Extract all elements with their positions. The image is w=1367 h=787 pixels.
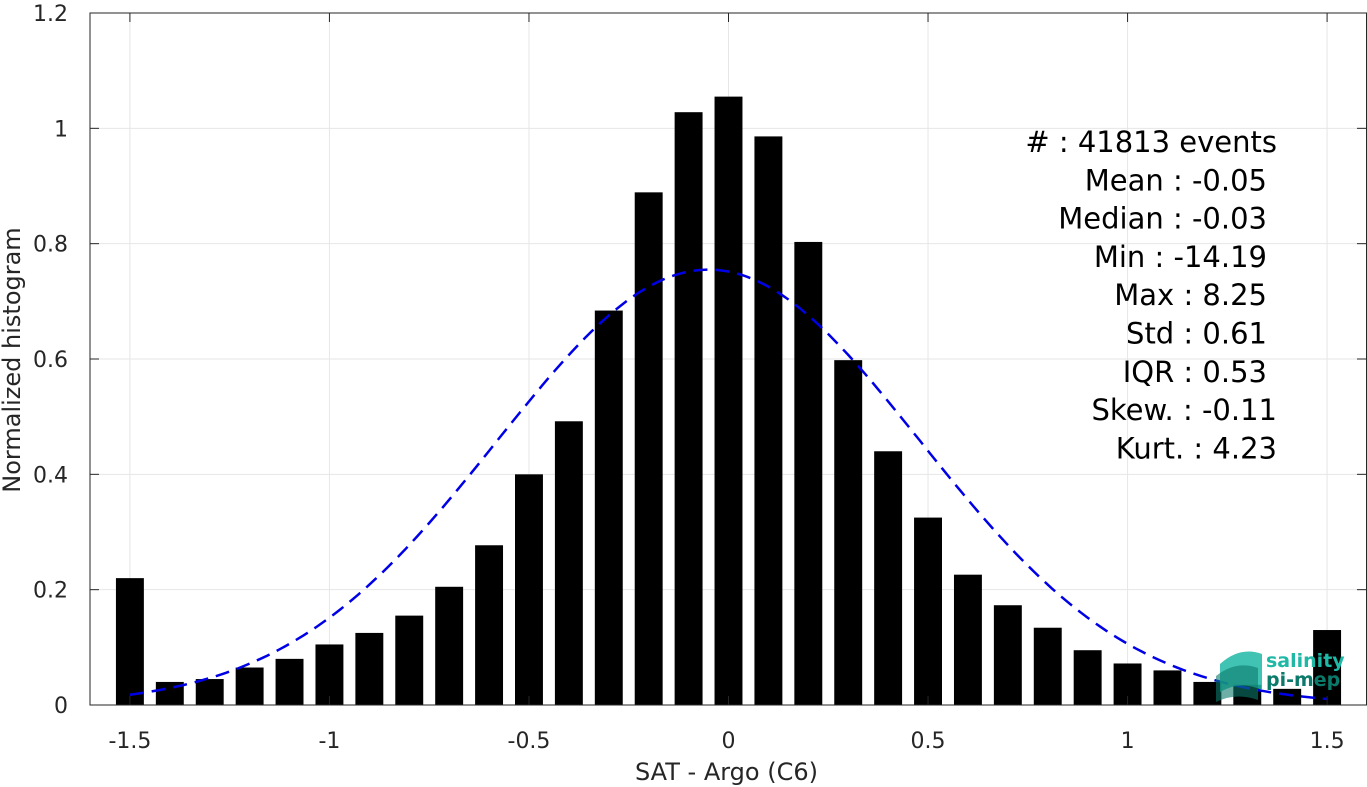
histogram-bar: [355, 632, 384, 705]
y-tick-label: 0.8: [33, 233, 68, 258]
histogram-bar: [874, 451, 903, 705]
y-tick-label: 0.6: [33, 348, 68, 373]
histogram-bar: [754, 136, 783, 705]
stat-line: Min : -14.19: [1094, 240, 1267, 274]
stat-line: # : 41813 events: [1025, 125, 1277, 159]
y-tick-label: 1.2: [33, 2, 68, 27]
histogram-bar: [834, 360, 863, 705]
histogram-bar: [395, 615, 424, 705]
histogram-bar: [1153, 670, 1182, 705]
histogram-bar: [914, 517, 942, 705]
x-tick-label: 0: [722, 729, 736, 754]
x-tick-label: -1.5: [108, 729, 151, 754]
histogram-bar: [1033, 627, 1062, 705]
stat-line: Std : 0.61: [1126, 317, 1267, 351]
logo-mark-icon: [1216, 651, 1262, 702]
x-tick-label: -0.5: [508, 729, 551, 754]
stat-line: IQR : 0.53: [1123, 355, 1267, 389]
histogram-bar: [594, 310, 623, 705]
bars: [115, 96, 1342, 706]
histogram-bar: [475, 545, 504, 705]
histogram-bar: [235, 667, 264, 705]
axis-ticks: [90, 12, 1366, 706]
histogram-bar: [794, 241, 823, 706]
x-tick-label: 0.5: [911, 729, 946, 754]
histogram-bar: [315, 644, 344, 705]
x-tick-labels: -1.5 -1 -0.5 0 0.5 1 1.5: [108, 729, 1344, 754]
histogram-bar: [1313, 630, 1342, 705]
x-axis-label: SAT - Argo (C6): [635, 758, 818, 786]
stat-line: Skew. : -0.11: [1091, 393, 1277, 427]
histogram-bar: [554, 421, 583, 705]
x-tick-label: 1.5: [1310, 729, 1345, 754]
histogram-bar: [1273, 688, 1302, 705]
histogram-bar: [1193, 681, 1222, 705]
histogram-bar: [953, 574, 982, 705]
logo-text-pi-mep: pi-mep: [1266, 669, 1340, 691]
y-tick-label: 0.4: [33, 463, 68, 488]
y-tick-label: 1: [54, 117, 68, 142]
histogram-bar: [435, 586, 464, 705]
y-tick-labels: 0 0.2 0.4 0.6 0.8 1 1.2: [33, 2, 68, 719]
histogram-bar: [275, 658, 304, 705]
histogram-bar: [115, 578, 144, 705]
histogram-bar: [195, 679, 224, 705]
histogram-bar: [993, 605, 1022, 705]
y-axis-label: Normalized histogram: [0, 227, 26, 492]
stat-line: Max : 8.25: [1114, 278, 1267, 312]
stat-line: Kurt. : 4.23: [1116, 431, 1277, 465]
histogram-bar: [714, 96, 743, 705]
y-tick-label: 0.2: [33, 579, 68, 604]
y-tick-label: 0: [54, 694, 68, 719]
histogram-bar: [515, 474, 543, 705]
logo-text-salinity: salinity: [1266, 650, 1345, 672]
x-tick-label: -1: [318, 729, 340, 754]
stats-box: # : 41813 events Mean : -0.05 Median : -0.…: [1025, 125, 1277, 465]
stat-line: Median : -0.03: [1058, 202, 1267, 236]
histogram-bar: [674, 112, 703, 706]
salinity-pi-mep-logo: salinity pi-mep: [1216, 650, 1345, 702]
x-tick-label: 1: [1121, 729, 1135, 754]
stat-line: Mean : -0.05: [1085, 163, 1267, 197]
histogram-bar: [1073, 650, 1102, 705]
normal-fit-curve: [129, 268, 1328, 701]
histogram-bar: [634, 192, 663, 706]
